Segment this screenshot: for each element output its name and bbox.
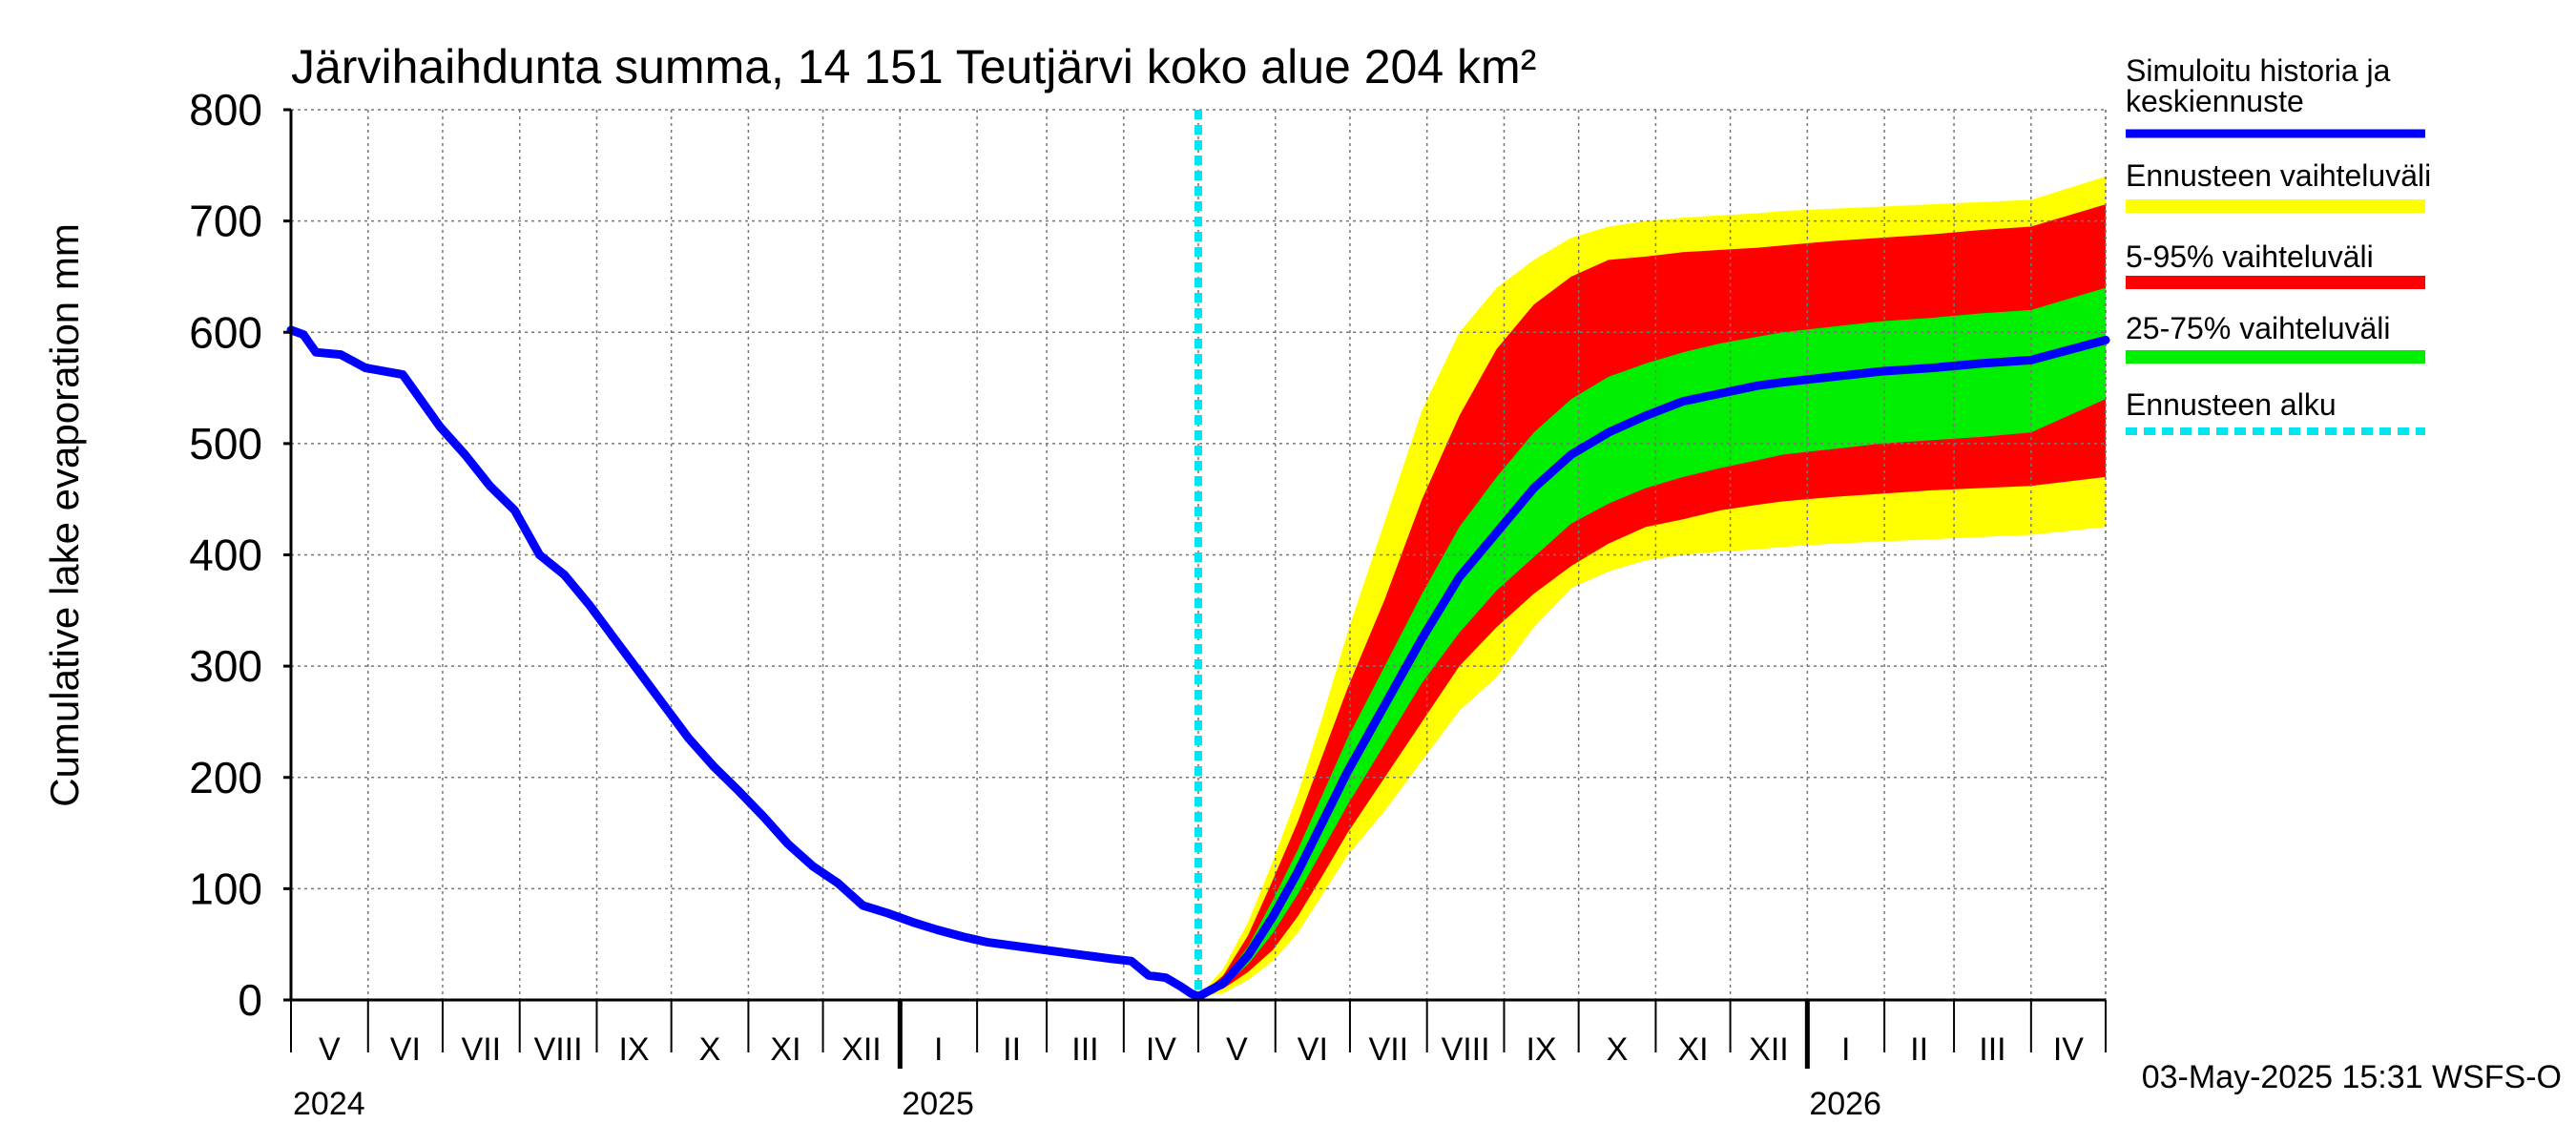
month-label: XI bbox=[1677, 1031, 1708, 1068]
month-label: V bbox=[319, 1031, 341, 1068]
month-label: X bbox=[1607, 1031, 1629, 1068]
y-tick-label: 700 bbox=[189, 197, 262, 246]
y-tick-label: 500 bbox=[189, 419, 262, 468]
y-tick-label: 600 bbox=[189, 307, 262, 357]
month-label: VII bbox=[1369, 1031, 1409, 1068]
y-tick-label: 0 bbox=[238, 975, 262, 1025]
legend-label: 25-75% vaihteluväli bbox=[2126, 311, 2391, 345]
legend-entry: 5-95% vaihteluväli bbox=[2126, 239, 2425, 289]
legend-entry: Ennusteen vaihteluväli bbox=[2126, 158, 2431, 213]
month-label: I bbox=[1841, 1031, 1850, 1068]
x-month-labels: V VI VII VIII IX X XI XII I II III IV V VI VII VIII IX X X… bbox=[319, 1031, 2084, 1068]
y-tick-label: 300 bbox=[189, 641, 262, 691]
median-series bbox=[286, 325, 2110, 1001]
month-label: VIII bbox=[1442, 1031, 1490, 1068]
median-forecast-line bbox=[1194, 335, 2110, 1001]
month-label: III bbox=[1071, 1031, 1098, 1068]
month-label: IX bbox=[618, 1031, 649, 1068]
month-label: VI bbox=[1298, 1031, 1328, 1068]
legend-label: 5-95% vaihteluväli bbox=[2126, 239, 2374, 274]
year-label: 2024 bbox=[293, 1086, 365, 1122]
legend-entry: 25-75% vaihteluväli bbox=[2126, 311, 2425, 364]
grid-lines bbox=[291, 109, 2107, 1000]
y-tick-label: 200 bbox=[189, 753, 262, 802]
y-tick-label: 800 bbox=[189, 85, 262, 135]
month-label: X bbox=[699, 1031, 721, 1068]
month-label: V bbox=[1226, 1031, 1248, 1068]
month-label: IV bbox=[2053, 1031, 2084, 1068]
legend-label: Ennusteen alku bbox=[2126, 387, 2337, 422]
year-label: 2026 bbox=[1809, 1086, 1881, 1122]
month-label: XI bbox=[770, 1031, 800, 1068]
y-tick-label: 100 bbox=[189, 864, 262, 913]
legend-label: Ennusteen vaihteluväli bbox=[2126, 158, 2431, 193]
x-year-labels: 2024 2025 2026 bbox=[293, 1086, 1881, 1122]
month-label: VI bbox=[390, 1031, 421, 1068]
month-label: IX bbox=[1526, 1031, 1556, 1068]
month-label: III bbox=[1979, 1031, 2005, 1068]
forecast-bands bbox=[1198, 177, 2106, 997]
y-axis-label: Cumulative lake evaporation mm bbox=[42, 223, 87, 807]
month-label: IV bbox=[1146, 1031, 1176, 1068]
axes bbox=[283, 108, 2107, 1069]
month-label: VIII bbox=[534, 1031, 583, 1068]
y-tick-label: 400 bbox=[189, 531, 262, 580]
month-label: VII bbox=[462, 1031, 502, 1068]
month-label: II bbox=[1910, 1031, 1928, 1068]
legend-entry: Ennusteen alku bbox=[2126, 387, 2425, 435]
year-label: 2025 bbox=[902, 1086, 974, 1122]
band-25-75 bbox=[1198, 287, 2106, 997]
history-line bbox=[286, 325, 1203, 1001]
month-label: II bbox=[1003, 1031, 1021, 1068]
legend-label: Simuloitu historia ja bbox=[2126, 53, 2391, 88]
timestamp-label: 03-May-2025 15:31 WSFS-O bbox=[2142, 1059, 2562, 1095]
chart-title: Järvihaihdunta summa, 14 151 Teutjärvi k… bbox=[291, 40, 1536, 94]
y-tick-labels: 0 100 200 300 400 500 600 700 800 bbox=[189, 85, 262, 1025]
month-label: XII bbox=[1749, 1031, 1789, 1068]
month-label: I bbox=[934, 1031, 943, 1068]
legend-label: keskiennuste bbox=[2126, 84, 2304, 118]
month-label: XII bbox=[841, 1031, 882, 1068]
